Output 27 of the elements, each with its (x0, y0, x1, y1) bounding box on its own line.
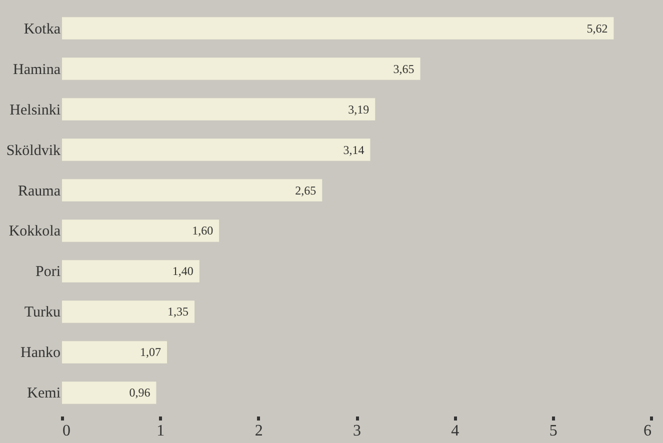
x-tick-label: 3 (353, 422, 361, 440)
y-tick-label: Sköldvik (6, 142, 61, 159)
x-tick-label: 6 (644, 422, 652, 440)
data-label: 1,40 (172, 264, 194, 278)
data-label: 0,96 (129, 386, 150, 400)
data-label: 3,14 (343, 142, 364, 157)
y-tick-label: Pori (35, 264, 60, 280)
data-label: 5,62 (586, 21, 608, 36)
y-tick-label: Turku (24, 304, 61, 321)
data-label: 3,19 (348, 102, 370, 116)
x-tick-label: 1 (156, 422, 165, 440)
data-label: 1,60 (192, 224, 214, 238)
y-tick-label: Rauma (18, 183, 61, 200)
y-tick-label: Kokkola (8, 224, 61, 240)
y-tick-label: Hamina (13, 62, 61, 78)
x-tick-label: 0 (62, 422, 70, 440)
x-tick-label: 4 (451, 422, 460, 440)
y-tick-label: Kemi (27, 386, 60, 402)
data-label: 1,07 (140, 345, 162, 360)
y-tick-label: Helsinki (10, 102, 60, 118)
x-tick-label: 2 (254, 422, 263, 440)
y-tick-label: Kotka (24, 21, 61, 38)
data-label: 1,35 (168, 304, 189, 319)
data-label: 3,65 (393, 62, 414, 76)
data-label: 2,65 (295, 183, 316, 198)
x-tick-label: 5 (549, 422, 558, 440)
y-tick-label: Hanko (20, 345, 60, 362)
